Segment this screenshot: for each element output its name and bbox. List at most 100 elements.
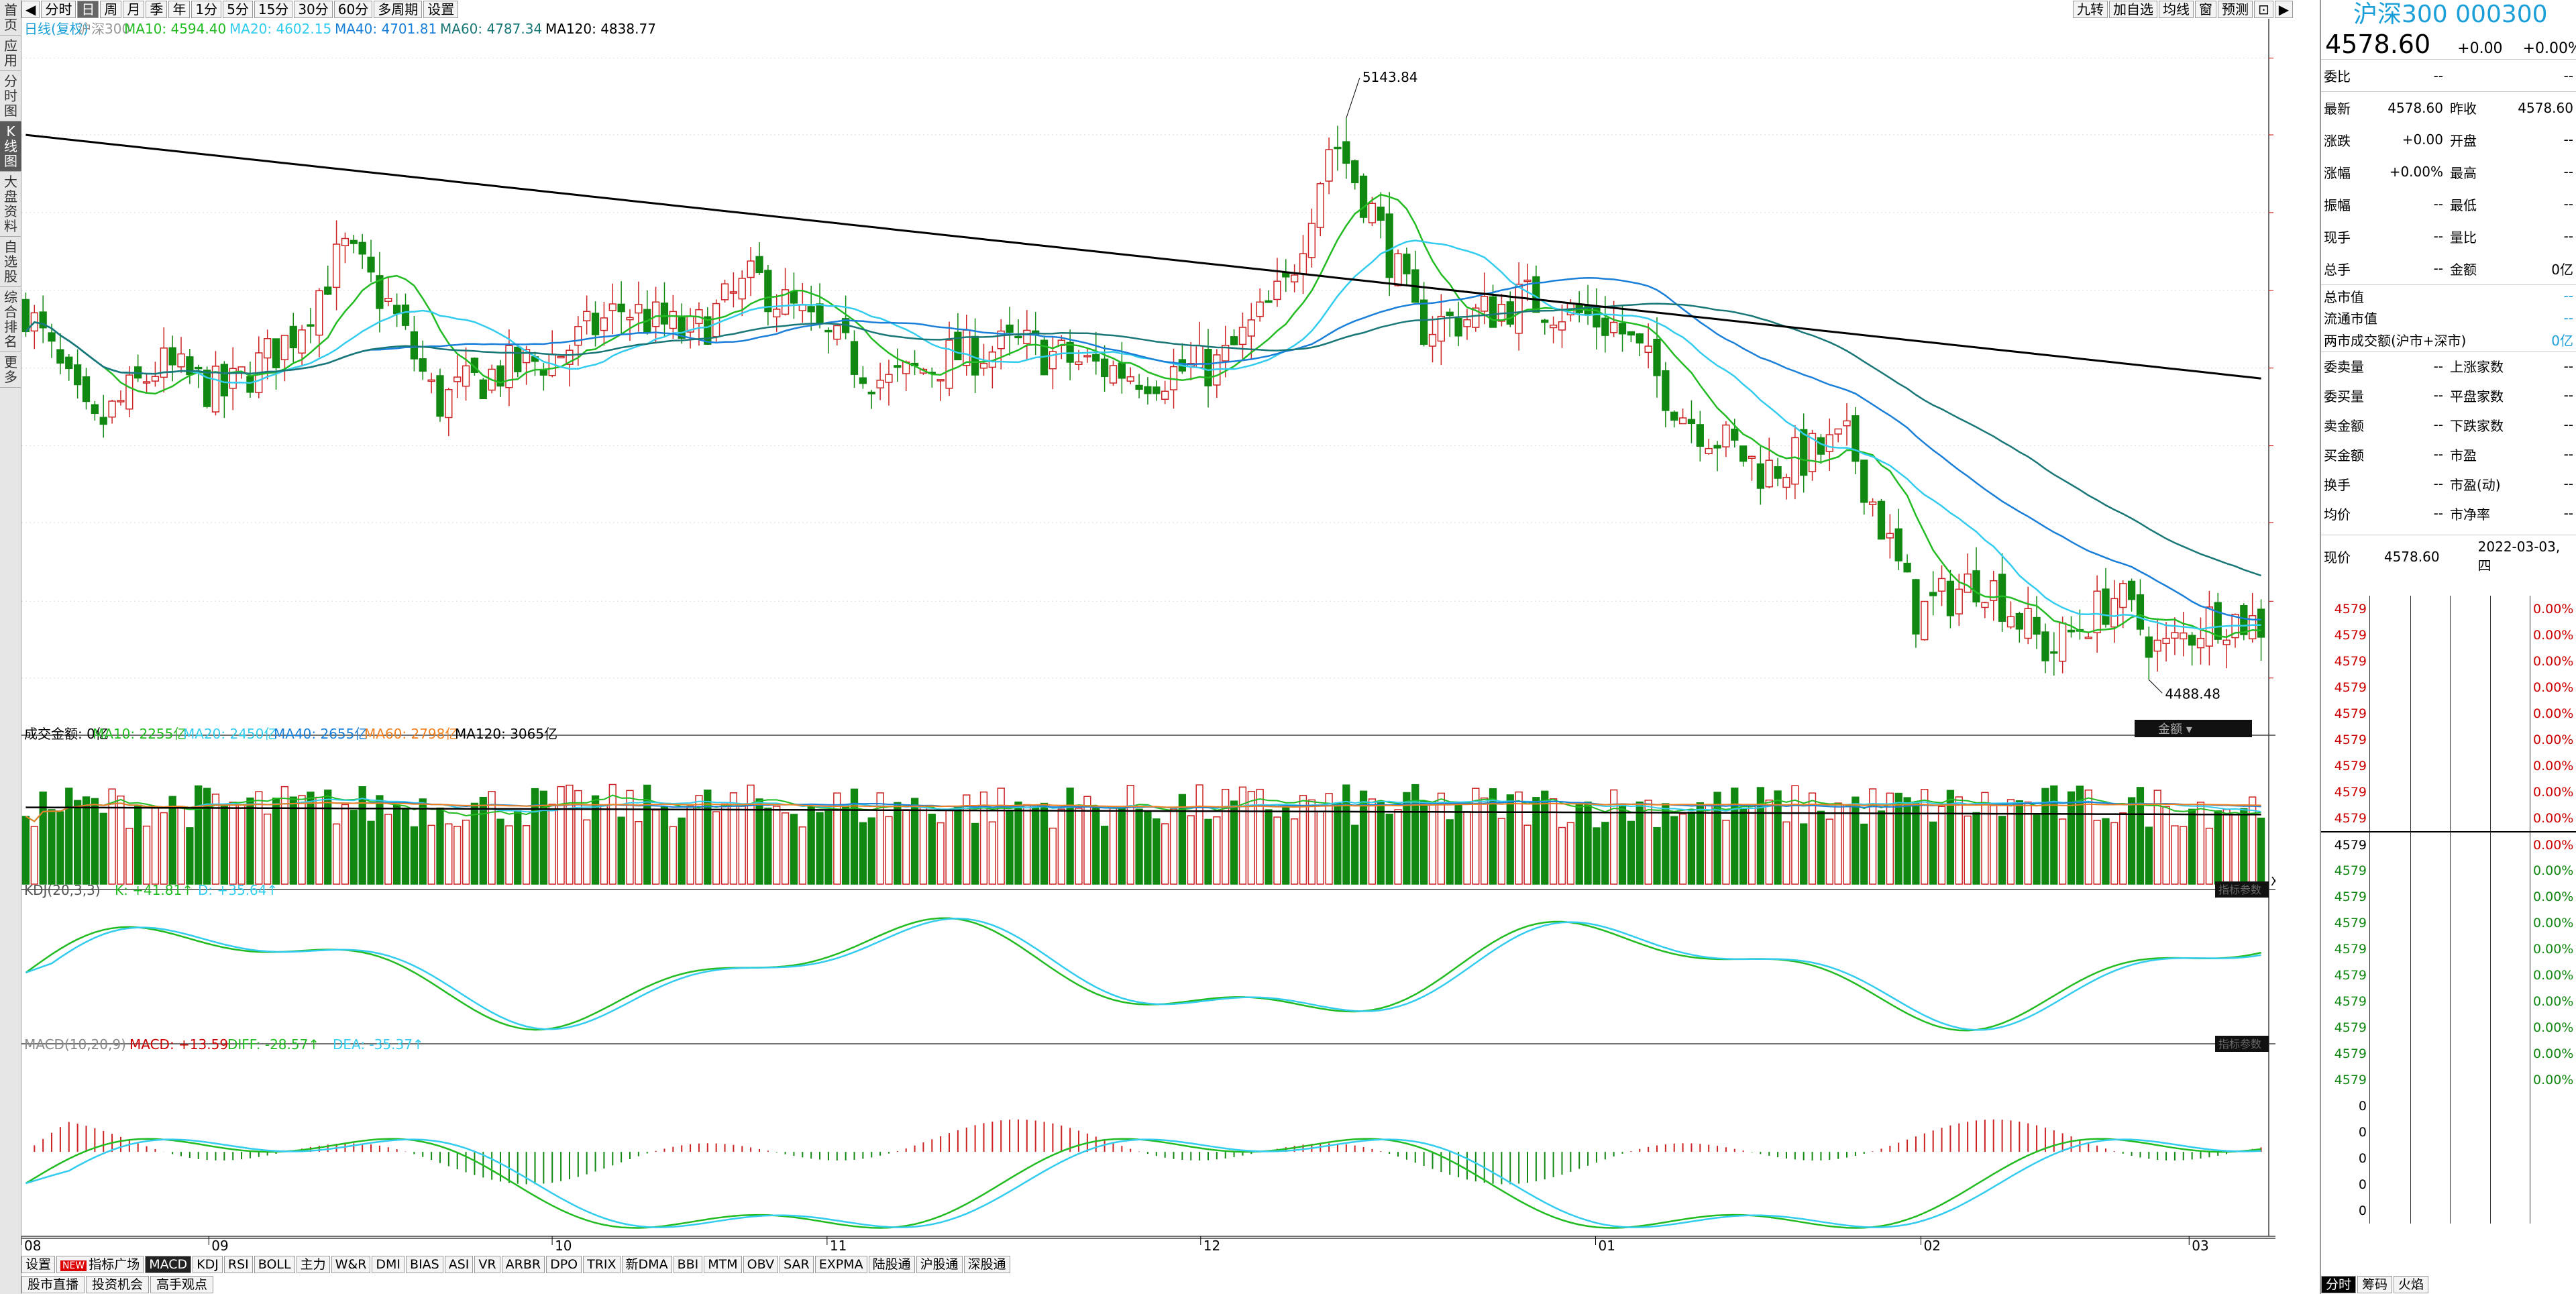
quote-value: -- [2563, 131, 2573, 148]
volume-bar [669, 826, 677, 885]
indicator-tab-13[interactable]: DPO [546, 1256, 582, 1273]
sidebar-item-3[interactable]: K线图 [0, 121, 21, 172]
candle-body [1126, 376, 1134, 382]
sidebar-item-1[interactable]: 应用 [0, 36, 21, 71]
indicator-tab-20[interactable]: EXPMA [814, 1256, 867, 1273]
main-legend-item: MA120: 4838.77 [545, 21, 656, 37]
period-tab-9[interactable]: 30分 [294, 1, 333, 18]
period-tab-11[interactable]: 多周期 [374, 1, 423, 18]
indicator-tab-19[interactable]: SAR [780, 1256, 814, 1273]
quote-value: -- [2433, 387, 2443, 403]
volume-bar [220, 805, 228, 885]
volume-bar [1566, 822, 1574, 885]
indicator-tab-16[interactable]: BBI [673, 1256, 703, 1273]
candle-body [678, 317, 686, 339]
indicator-tab-10[interactable]: ASI [444, 1256, 474, 1273]
volume-bar [1523, 824, 1532, 885]
volume-bar [2084, 790, 2092, 885]
chart-tool-3[interactable]: 窗 [2195, 1, 2216, 18]
period-tab-10[interactable]: 60分 [333, 1, 373, 18]
volume-bar [1748, 806, 1756, 885]
sidebar-item-0[interactable]: 首页 [0, 0, 21, 36]
period-tab-4[interactable]: 季 [146, 1, 168, 18]
period-tab-1[interactable]: 日 [77, 1, 99, 18]
next-arrow-icon[interactable]: ▶ [2274, 1, 2294, 18]
depth-price: 4579 [2334, 758, 2367, 773]
volume-bar [1419, 800, 1428, 885]
indicator-tab-12[interactable]: ARBR [501, 1256, 545, 1273]
depth-price: 4579 [2334, 680, 2367, 695]
period-tab-8[interactable]: 15分 [254, 1, 293, 18]
lock-icon[interactable]: ⊡ [2254, 1, 2273, 18]
indicator-tab-0[interactable]: 设置 [21, 1256, 56, 1273]
indicator-tab-21[interactable]: 陆股通 [868, 1256, 915, 1273]
volume-bar [651, 809, 660, 885]
indicator-tab-3[interactable]: KDJ [193, 1256, 223, 1273]
period-tab-5[interactable]: 年 [168, 1, 191, 18]
candle-body [1713, 445, 1721, 449]
bottom-tab-2[interactable]: 高手观点 [150, 1275, 214, 1293]
quote-tab-1[interactable]: 筹码 [2357, 1276, 2393, 1293]
indicator-tab-8[interactable]: DMI [372, 1256, 405, 1273]
indicator-tab-22[interactable]: 沪股通 [916, 1256, 963, 1273]
main-legend-item: 日线(复权) [24, 21, 89, 37]
grid-line [2410, 596, 2411, 622]
indicator-tab-15[interactable]: 新DMA [621, 1256, 672, 1273]
indicator-tab-6[interactable]: 主力 [296, 1256, 330, 1273]
indicator-tab-18[interactable]: OBV [743, 1256, 779, 1273]
quote-value: -- [2433, 67, 2443, 84]
candle-body [289, 325, 297, 349]
prev-arrow-icon[interactable]: ◀ [21, 1, 40, 18]
indicator-tab-11[interactable]: VR [474, 1256, 500, 1273]
sidebar-item-4[interactable]: 大盘资料 [0, 172, 21, 237]
candle-body [1092, 354, 1100, 362]
sidebar-item-7[interactable]: 更多 [0, 352, 21, 388]
indicator-tab-7[interactable]: W&R [331, 1256, 371, 1273]
volume-bar [1696, 802, 1704, 885]
period-tab-6[interactable]: 1分 [191, 1, 222, 18]
chart-tool-1[interactable]: 加自选 [2109, 1, 2157, 18]
indicator-tab-17[interactable]: MTM [704, 1256, 742, 1273]
indicator-tab-14[interactable]: TRIX [583, 1256, 621, 1273]
quote-tab-0[interactable]: 分时 [2321, 1276, 2357, 1293]
candle-body [1316, 183, 1324, 228]
sidebar-item-2[interactable]: 分时图 [0, 71, 21, 121]
indicator-tab-2[interactable]: MACD [145, 1256, 192, 1273]
indicator-tab-label: ARBR [505, 1257, 541, 1272]
bottom-tab-1[interactable]: 投资机会 [86, 1275, 150, 1293]
indicator-tab-4[interactable]: RSI [223, 1256, 253, 1273]
chart-tool-2[interactable]: 均线 [2159, 1, 2194, 18]
x-axis-label: 09 [211, 1238, 228, 1254]
kline-chart[interactable]: 5180510050194938485747764696461445345143… [21, 19, 2275, 1255]
chart-tool-0[interactable]: 九转 [2073, 1, 2108, 18]
candle-body [246, 376, 254, 393]
volume-bar [2205, 827, 2214, 885]
depth-price: 0 [2358, 1098, 2367, 1114]
volume-bar [1075, 808, 1083, 885]
depth-pct: 0.00% [2533, 1020, 2574, 1035]
depth-price: 0 [2358, 1177, 2367, 1192]
chart-tool-4[interactable]: 预测 [2218, 1, 2253, 18]
indicator-tab-1[interactable]: NEW 指标广场 [56, 1256, 144, 1273]
indicator-tab-5[interactable]: BOLL [254, 1256, 295, 1273]
kdj-param-button[interactable] [2215, 881, 2269, 898]
amount-selector[interactable] [2135, 720, 2252, 737]
period-tab-12[interactable]: 设置 [423, 1, 459, 18]
volume-bar [867, 817, 875, 885]
indicator-tab-9[interactable]: BIAS [406, 1256, 443, 1273]
sidebar-item-6[interactable]: 综合排名 [0, 287, 21, 352]
indicator-tab-23[interactable]: 深股通 [963, 1256, 1010, 1273]
grid-line [2450, 726, 2451, 753]
period-tab-3[interactable]: 月 [123, 1, 145, 18]
sidebar-item-5[interactable]: 自选股 [0, 237, 21, 287]
grid-line [2489, 962, 2491, 988]
period-tab-2[interactable]: 周 [100, 1, 122, 18]
depth-pct: 0.00% [2533, 784, 2574, 800]
macd-param-button[interactable] [2215, 1036, 2269, 1052]
volume-bar [2162, 806, 2170, 885]
bottom-tab-0[interactable]: 股市直播 [21, 1275, 85, 1293]
candle-body [496, 365, 504, 387]
period-tab-7[interactable]: 5分 [223, 1, 253, 18]
quote-tab-2[interactable]: 火焰 [2394, 1276, 2429, 1293]
period-tab-0[interactable]: 分时 [41, 1, 76, 18]
